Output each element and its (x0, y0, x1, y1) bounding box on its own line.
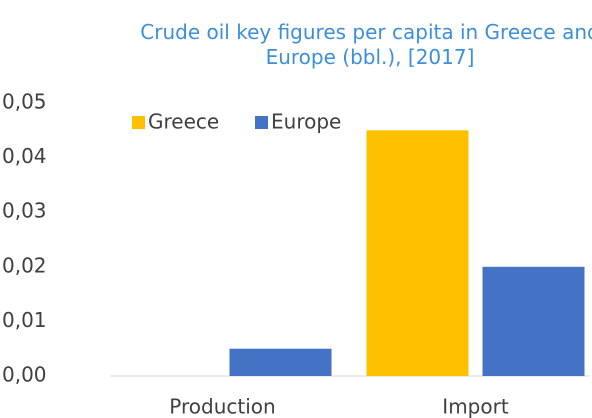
legend-label: Greece (148, 110, 219, 134)
y-tick-label: 0,01 (2, 308, 47, 332)
legend-label: Europe (271, 110, 341, 134)
y-tick-label: 0,04 (2, 144, 47, 168)
chart-title: Crude oil key figures per capita in Gree… (140, 20, 592, 69)
y-tick-label: 0,00 (2, 363, 47, 387)
bar (366, 130, 469, 376)
x-tick-label: Import (442, 395, 509, 418)
x-tick-label: Production (169, 395, 275, 418)
legend-swatch (255, 116, 268, 129)
y-tick-label: 0,02 (2, 253, 47, 277)
y-tick-label: 0,03 (2, 199, 47, 223)
legend-swatch (132, 116, 145, 129)
bar (229, 348, 332, 376)
y-tick-label: 0,05 (2, 90, 47, 114)
bar (482, 266, 585, 376)
